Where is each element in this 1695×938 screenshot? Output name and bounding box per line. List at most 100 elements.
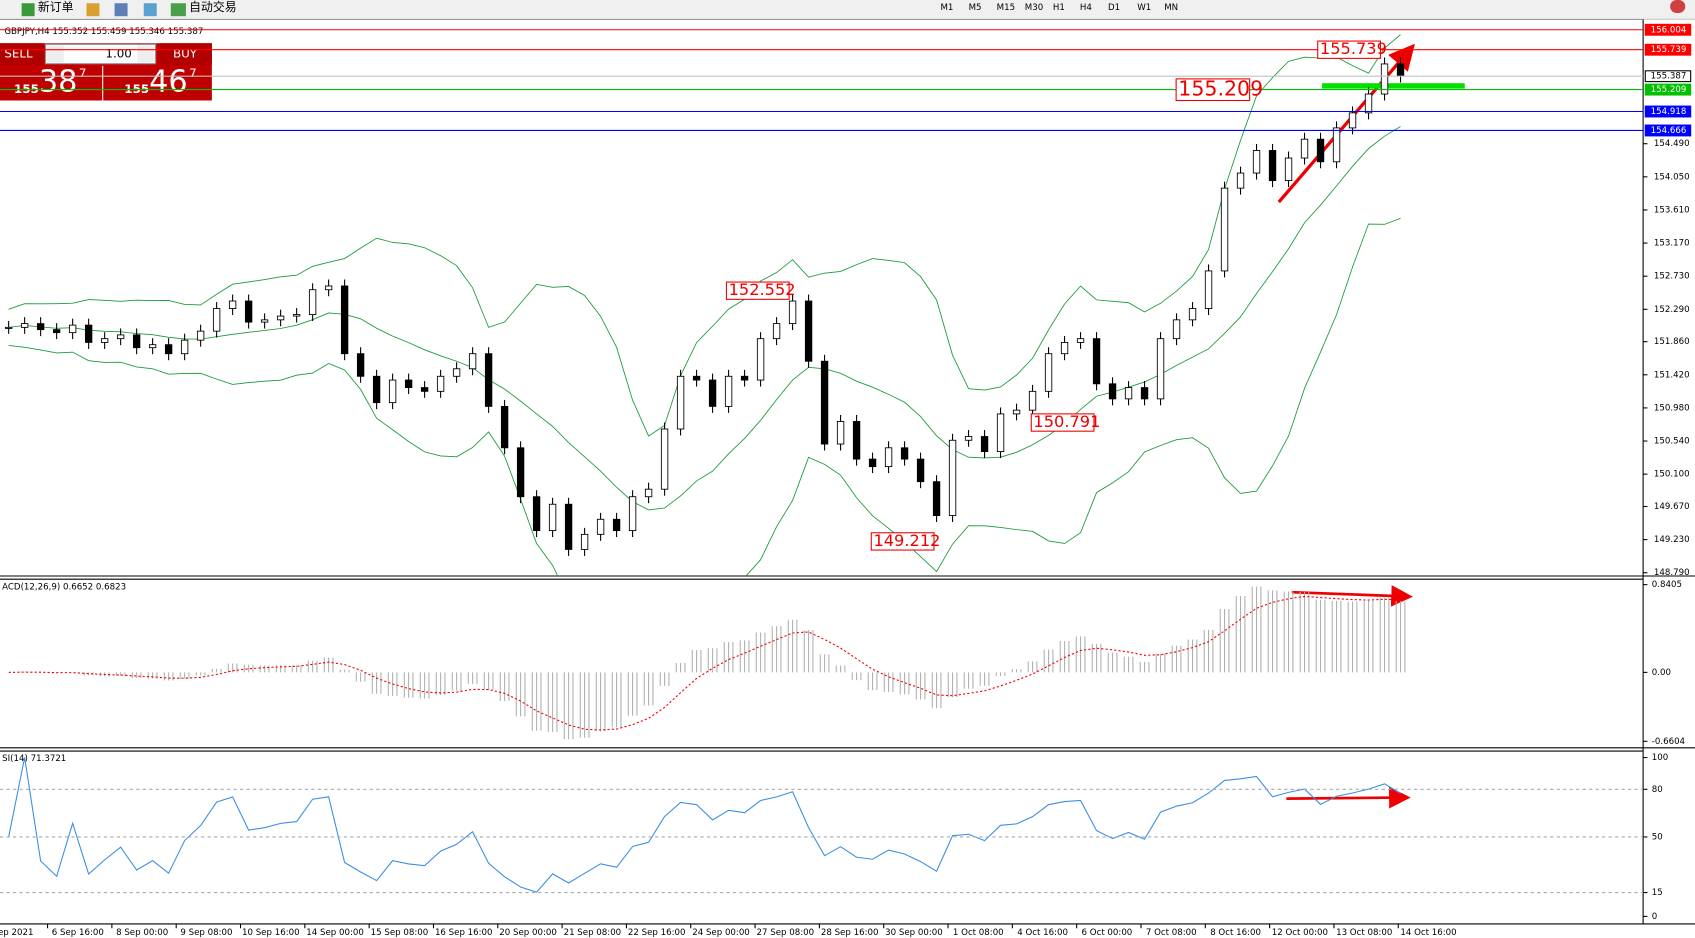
candle	[244, 300, 253, 323]
price-note: 155.739	[1320, 39, 1387, 58]
timeframe-button[interactable]: H1	[1053, 3, 1065, 13]
candle	[580, 533, 589, 550]
level-label: 156.004	[1651, 25, 1687, 35]
macd-tick-label: 0.8405	[1652, 580, 1682, 590]
macd-label: ACD(12,26,9) 0.6652 0.6823	[2, 582, 126, 592]
time-label: 22 Sep 16:00	[628, 928, 686, 938]
candle	[4, 326, 13, 329]
price-tick-label: 152.730	[1654, 272, 1690, 282]
rsi-tick-label: 100	[1652, 753, 1668, 763]
candle	[756, 338, 765, 381]
toolbar-items: 新订单 自动交易	[21, 0, 1686, 17]
candle	[1172, 319, 1181, 340]
price-tick-label: 150.980	[1654, 403, 1690, 413]
auto-trading[interactable]: 自动交易	[189, 0, 237, 14]
candle	[1044, 353, 1053, 392]
timeframe-button[interactable]: M15	[997, 3, 1015, 13]
time-label: 6 Oct 00:00	[1082, 928, 1133, 938]
candle	[260, 319, 269, 323]
new-order[interactable]: 新订单	[38, 0, 74, 14]
candle	[932, 481, 941, 516]
lot-value[interactable]: 1.00	[105, 47, 131, 61]
price-tick-label: 152.290	[1654, 305, 1690, 315]
candle	[84, 324, 93, 343]
alert-icon[interactable]	[1670, 0, 1686, 13]
candle	[836, 421, 845, 445]
price-note: 155.209	[1178, 77, 1263, 101]
auto-trading-icon[interactable]	[170, 3, 186, 17]
price-tick-label: 150.540	[1654, 437, 1690, 447]
time-label: 15 Sep 08:00	[371, 928, 429, 938]
symbol-header: GBPJPY,H4 155.352 155.459 155.346 155.38…	[4, 27, 203, 37]
time-label: 8 Oct 16:00	[1210, 928, 1261, 938]
candle	[116, 334, 125, 340]
candle	[1124, 387, 1133, 400]
candle	[1300, 138, 1309, 159]
timeframe-button[interactable]: M30	[1025, 3, 1043, 13]
time-label: 10 Sep 16:00	[242, 928, 300, 938]
candle	[1284, 157, 1293, 182]
bollinger-band	[8, 126, 1401, 511]
timeframe-button[interactable]: W1	[1137, 3, 1151, 13]
price-note: 150.791	[1033, 412, 1100, 431]
candle	[1060, 341, 1069, 355]
buy-button[interactable]	[159, 43, 212, 65]
candle	[708, 379, 717, 407]
bollinger-band	[8, 217, 1401, 576]
price-tick-label: 153.610	[1654, 205, 1690, 215]
candle	[1108, 383, 1117, 400]
candle	[276, 315, 285, 321]
candle	[1028, 390, 1037, 411]
sell-button[interactable]	[0, 43, 44, 65]
level-label: 155.739	[1651, 45, 1687, 55]
bollinger-band	[8, 34, 1401, 437]
price-note-box	[725, 281, 790, 300]
time-label: 8 Sep 00:00	[116, 928, 168, 938]
candle	[132, 334, 141, 349]
candle	[660, 428, 669, 490]
time-label: 6 Sep 16:00	[52, 928, 104, 938]
candle	[980, 436, 989, 452]
candle	[340, 285, 349, 355]
candle	[884, 447, 893, 468]
candle	[1364, 93, 1373, 114]
price-tick-label: 151.860	[1654, 337, 1690, 347]
candle	[1380, 63, 1389, 95]
bid-small: 7	[79, 66, 87, 80]
candle	[404, 379, 413, 389]
sell-label[interactable]: SELL	[4, 47, 33, 61]
new-order-icon[interactable]	[21, 3, 35, 17]
rsi-tick-label: 0	[1652, 912, 1658, 922]
price-tick-label: 154.050	[1654, 172, 1690, 182]
macd-arrow	[1291, 585, 1413, 607]
candle	[596, 518, 605, 535]
time-label: 24 Sep 00:00	[692, 928, 750, 938]
price-tick-label: 148.790	[1654, 568, 1690, 578]
timeframe-button[interactable]: H4	[1080, 3, 1092, 13]
trade-panel: SELL 1.00 BUY 155 38 7 155 46 7	[0, 43, 212, 101]
buy-label[interactable]: BUY	[173, 47, 198, 61]
support-bar	[1322, 83, 1465, 89]
rsi-arrow	[1286, 786, 1411, 809]
candle	[372, 375, 381, 404]
candle	[324, 285, 333, 291]
level-tag	[1644, 124, 1692, 137]
macd-tick-label: 0.00	[1652, 668, 1671, 678]
time-label: 21 Sep 08:00	[564, 928, 622, 938]
macd-panel	[8, 586, 1406, 740]
ask-small: 7	[189, 66, 197, 80]
rsi-panel	[8, 757, 1401, 893]
candle	[1092, 338, 1101, 385]
candle	[1156, 338, 1165, 400]
candle	[356, 353, 365, 377]
candle	[1268, 150, 1277, 182]
timeframe-button[interactable]: D1	[1108, 3, 1120, 13]
timeframe-button[interactable]: MN	[1164, 3, 1178, 13]
candle	[820, 360, 829, 445]
candle	[20, 323, 29, 328]
time-label: 14 Oct 16:00	[1400, 928, 1456, 938]
timeframe-button[interactable]: M5	[969, 3, 982, 13]
timeframe-button[interactable]: M1	[940, 3, 953, 13]
candle	[996, 413, 1005, 452]
